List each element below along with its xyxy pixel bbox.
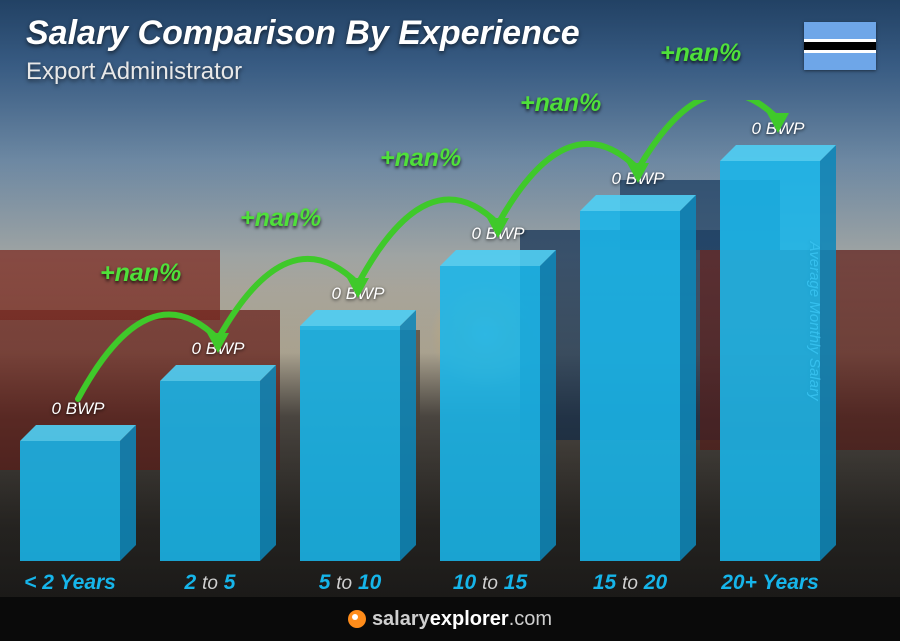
flag-stripe <box>804 22 876 39</box>
bar-side-face <box>120 425 136 561</box>
bar-x-label: 15 to 20 <box>550 571 710 595</box>
bar-top-face <box>160 365 276 381</box>
bar-side-face <box>540 250 556 561</box>
infographic-stage: Salary Comparison By Experience Export A… <box>0 0 900 641</box>
delta-label: +nan% <box>380 144 461 173</box>
chart-bar <box>580 195 696 561</box>
page-subtitle: Export Administrator <box>26 58 242 86</box>
bar-x-label: 5 to 10 <box>270 571 430 595</box>
bar-front-face <box>580 211 680 561</box>
bar-x-label: < 2 Years <box>0 571 150 595</box>
bar-side-face <box>260 365 276 561</box>
footer-brand: salaryexplorer.com <box>0 597 900 641</box>
bar-value-label: 0 BWP <box>288 284 428 304</box>
brand-main: salary <box>372 608 430 630</box>
bar-top-face <box>440 250 556 266</box>
bar-value-label: 0 BWP <box>148 339 288 359</box>
chart-bar <box>160 365 276 561</box>
brand-logo-icon <box>348 610 366 628</box>
flag-stripe <box>804 42 876 50</box>
bar-x-label: 2 to 5 <box>130 571 290 595</box>
bar-front-face <box>20 441 120 561</box>
bar-x-label: 10 to 15 <box>410 571 570 595</box>
chart-bar <box>20 425 136 561</box>
bar-front-face <box>440 266 540 561</box>
page-title: Salary Comparison By Experience <box>26 14 580 53</box>
chart-bar <box>300 310 416 561</box>
chart-bar <box>440 250 556 561</box>
bar-x-label: 20+ Years <box>690 571 850 595</box>
chart-bar <box>720 145 836 561</box>
delta-label: +nan% <box>660 39 741 68</box>
bar-side-face <box>680 195 696 561</box>
bar-value-label: 0 BWP <box>428 224 568 244</box>
bar-top-face <box>300 310 416 326</box>
bar-top-face <box>20 425 136 441</box>
bar-value-label: 0 BWP <box>8 399 148 419</box>
brand-ext: .com <box>509 608 552 630</box>
bar-front-face <box>720 161 820 561</box>
salary-bar-chart: 0 BWP< 2 Years0 BWP2 to 5+nan%0 BWP5 to … <box>20 100 860 561</box>
delta-label: +nan% <box>240 204 321 233</box>
bar-value-label: 0 BWP <box>708 119 848 139</box>
bar-front-face <box>160 381 260 561</box>
bar-top-face <box>720 145 836 161</box>
brand-accent: explorer <box>430 608 509 630</box>
bar-top-face <box>580 195 696 211</box>
country-flag-icon <box>804 22 876 70</box>
bar-side-face <box>400 310 416 561</box>
flag-stripe <box>804 53 876 70</box>
delta-label: +nan% <box>520 89 601 118</box>
bar-value-label: 0 BWP <box>568 169 708 189</box>
bar-front-face <box>300 326 400 561</box>
delta-label: +nan% <box>100 259 181 288</box>
bar-side-face <box>820 145 836 561</box>
